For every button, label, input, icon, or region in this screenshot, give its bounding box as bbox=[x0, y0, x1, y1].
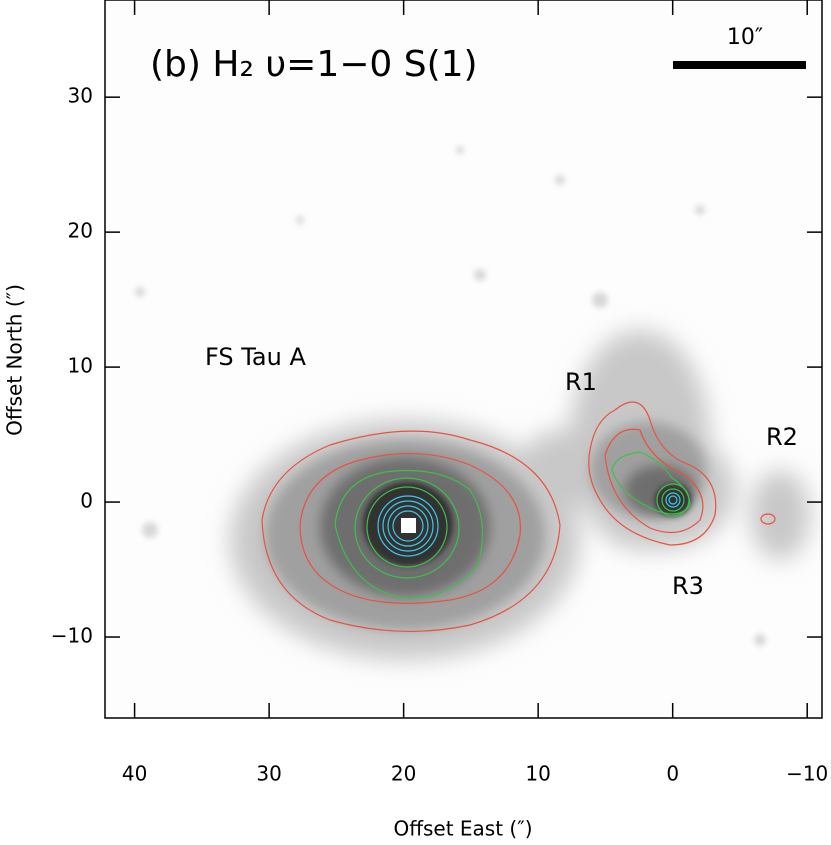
annotation: R1 bbox=[565, 368, 597, 396]
star-marker bbox=[401, 518, 416, 533]
x-tick-label: 10 bbox=[525, 762, 550, 786]
y-tick-label: 10 bbox=[68, 354, 93, 378]
x-tick-label: 20 bbox=[391, 762, 416, 786]
annotation: R2 bbox=[766, 423, 798, 451]
x-tick-label: 0 bbox=[666, 762, 679, 786]
x-tick-label: 30 bbox=[256, 762, 281, 786]
x-axis-label: Offset East (″) bbox=[393, 817, 532, 841]
y-tick-label: 0 bbox=[80, 489, 93, 513]
annotation: FS Tau A bbox=[205, 343, 306, 371]
plot-frame bbox=[104, 0, 823, 719]
scale-bar-label: 10″ bbox=[727, 25, 763, 50]
y-tick-label: −10 bbox=[51, 624, 93, 648]
annotation: R3 bbox=[672, 572, 704, 600]
x-tick-label: 40 bbox=[122, 762, 147, 786]
x-tick-label: −10 bbox=[786, 762, 828, 786]
emission-image bbox=[105, 0, 822, 718]
y-axis-label: Offset North (″) bbox=[3, 284, 27, 436]
y-tick-label: 20 bbox=[68, 219, 93, 243]
chart-title: (b) H₂ υ=1−0 S(1) bbox=[150, 44, 478, 85]
y-tick-label: 30 bbox=[68, 84, 93, 108]
